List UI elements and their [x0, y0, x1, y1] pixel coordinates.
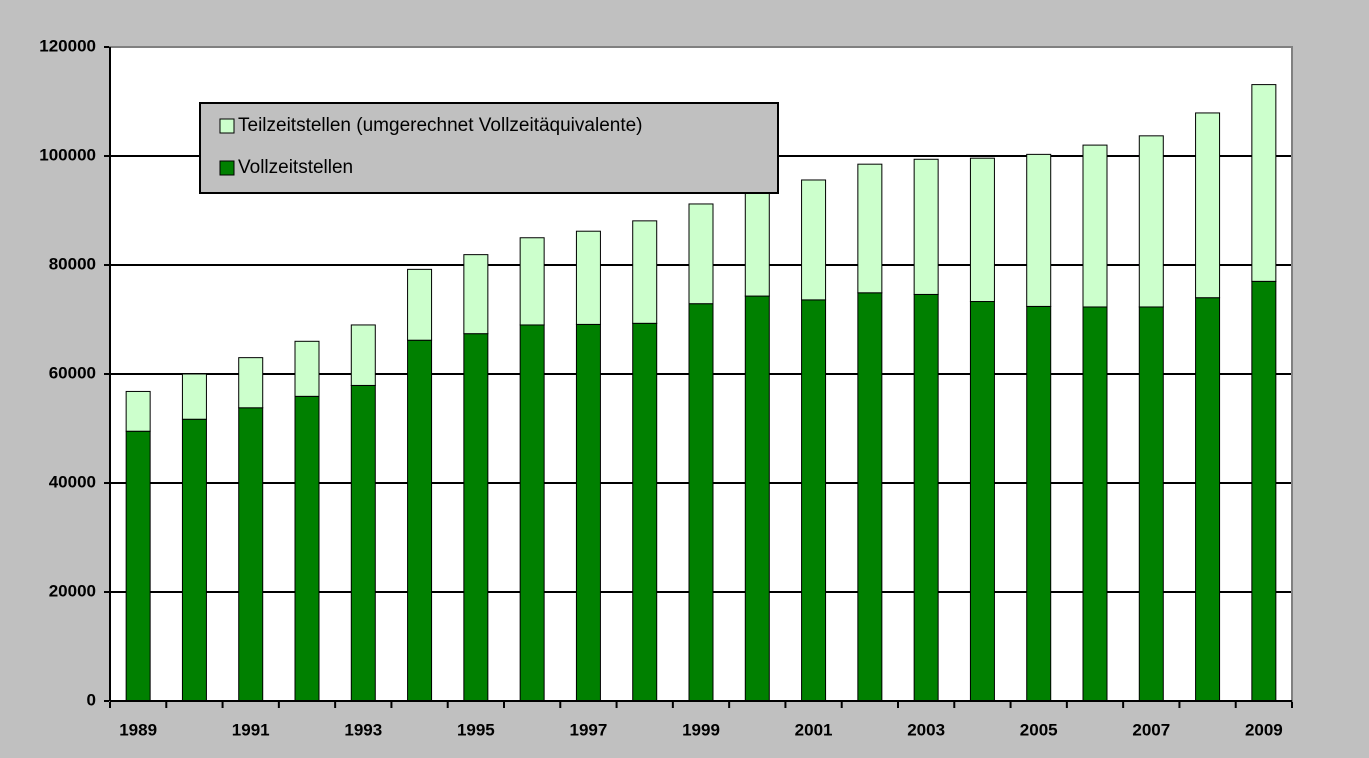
bar-segment: [632, 220, 658, 324]
x-tick-label: 1989: [119, 720, 157, 739]
x-tick-label: 1991: [232, 720, 270, 739]
bar-segment: [1195, 297, 1221, 702]
bar-segment: [181, 373, 207, 420]
bar-segment: [407, 339, 433, 702]
bar-segment: [801, 179, 827, 301]
bar-segment: [1251, 280, 1277, 702]
x-tick-label: 2001: [795, 720, 833, 739]
bar-segment: [744, 186, 770, 297]
bar-segment: [238, 357, 264, 409]
legend-box: [199, 102, 779, 194]
bar-segment: [294, 340, 320, 397]
x-tick-label: 1993: [344, 720, 382, 739]
legend-swatch: [219, 118, 235, 134]
y-tick-label: 100000: [39, 145, 96, 164]
x-tick-label: 2005: [1020, 720, 1058, 739]
bar-segment: [744, 295, 770, 702]
y-tick-label: 0: [87, 690, 96, 709]
bar-segment: [1195, 112, 1221, 299]
bar-segment: [294, 395, 320, 702]
y-tick-label: 120000: [39, 36, 96, 55]
bar-segment: [575, 323, 601, 702]
bar-segment: [913, 293, 939, 702]
legend-swatch: [219, 160, 235, 176]
y-tick-label: 80000: [49, 254, 96, 273]
bar-segment: [1138, 306, 1164, 702]
bar-segment: [1026, 305, 1052, 702]
bar-segment: [1138, 135, 1164, 308]
y-tick-label: 40000: [49, 472, 96, 491]
bar-segment: [969, 157, 995, 303]
bar-segment: [125, 430, 151, 702]
x-tick-label: 1995: [457, 720, 495, 739]
bar-segment: [688, 303, 714, 702]
bar-segment: [857, 163, 883, 294]
x-tick-label: 1997: [570, 720, 608, 739]
x-tick-label: 2007: [1132, 720, 1170, 739]
bar-segment: [632, 322, 658, 702]
bar-segment: [1251, 84, 1277, 282]
y-tick-label: 60000: [49, 363, 96, 382]
bar-segment: [1026, 153, 1052, 307]
bar-segment: [463, 254, 489, 335]
bar-segment: [913, 158, 939, 295]
legend-label: Teilzeitstellen (umgerechnet Vollzeitäqu…: [238, 115, 643, 136]
bar-segment: [519, 324, 545, 702]
bar-segment: [1082, 306, 1108, 702]
legend-label: Vollzeitstellen: [238, 157, 353, 178]
bar-segment: [125, 390, 151, 432]
bar-segment: [519, 237, 545, 326]
legend: Teilzeitstellen (umgerechnet Vollzeitäqu…: [199, 102, 779, 194]
bar-segment: [463, 333, 489, 702]
y-tick-label: 20000: [49, 581, 96, 600]
bar-segment: [688, 203, 714, 305]
bar-segment: [575, 230, 601, 325]
bar-segment: [801, 299, 827, 702]
bar-segment: [350, 384, 376, 702]
bar-segment: [238, 407, 264, 702]
x-tick-label: 2009: [1245, 720, 1283, 739]
bar-segment: [1082, 144, 1108, 308]
x-tick-label: 2003: [907, 720, 945, 739]
bar-segment: [181, 418, 207, 702]
x-tick-label: 1999: [682, 720, 720, 739]
bar-segment: [969, 301, 995, 702]
bar-segment: [857, 292, 883, 702]
bar-segment: [407, 268, 433, 341]
bar-segment: [350, 324, 376, 386]
